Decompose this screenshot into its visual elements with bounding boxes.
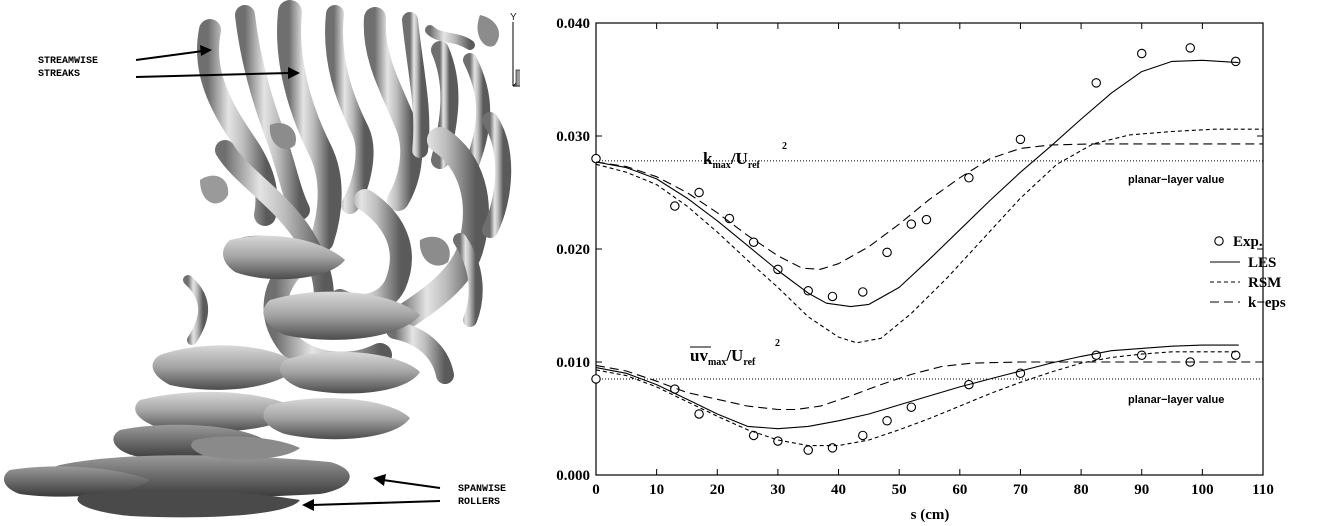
chart-series <box>591 43 1263 455</box>
streamwise-label-line2: STREAKS <box>38 69 80 80</box>
k-max-k-eps-line <box>595 143 1263 270</box>
x-tick-label-0: 0 <box>592 482 600 498</box>
uv-max-exp-point-6 <box>827 443 838 453</box>
uv-label-sup: 2 <box>775 338 780 349</box>
k-label-sub-ref: ref <box>748 160 761 171</box>
k-max-exp-point-0 <box>591 153 601 164</box>
uv-max-exp-point-9 <box>906 402 917 412</box>
legend-label-keps: k−eps <box>1248 295 1286 311</box>
uv-max-k-eps-line <box>595 361 1263 411</box>
streamwise-arrow-upper <box>135 50 204 61</box>
legend-label-rsm: RSM <box>1248 275 1281 291</box>
x-tick-label-10: 100 <box>1191 482 1214 498</box>
uv-label-slash-u: /U <box>725 346 743 365</box>
k-max-exp-point-14 <box>1091 78 1102 88</box>
uv-max-exp-point-5 <box>803 445 813 455</box>
x-tick-label-8: 80 <box>1074 482 1089 498</box>
k-max-exp-point-13 <box>1015 134 1026 145</box>
k-max-exp-point-15 <box>1136 48 1147 59</box>
k-max-exp-point-1 <box>670 201 680 211</box>
k-max-rsm-line <box>595 128 1263 344</box>
uv-planar-text: planar−layer value <box>1128 394 1224 406</box>
uv-max-exp-point-4 <box>773 436 783 446</box>
k-label-sub-max: max <box>712 160 730 171</box>
streamwise-arrow-lower <box>135 72 291 78</box>
k-max-exp-point-2 <box>694 187 704 198</box>
uv-max-les-line <box>595 344 1239 430</box>
uv-label-sub-ref: ref <box>743 357 756 368</box>
streamwise-label-line1: STREAMWISE <box>38 56 98 67</box>
spanwise-rollers-annotation: SPANWISE ROLLERS <box>302 474 506 511</box>
y-tick-label-0: 0.000 <box>556 468 590 484</box>
uv-label-main: uv <box>690 346 708 365</box>
isosurface-visualization: Y Z X STREAMWISE STREAKS SPANWISE ROLLER… <box>4 0 520 518</box>
x-tick-label-4: 40 <box>831 482 846 498</box>
spanwise-label-line1: SPANWISE <box>458 484 506 495</box>
k-max-exp-point-4 <box>748 237 759 247</box>
spanwise-rollers-surface <box>4 235 420 518</box>
legend-entry-les: LES <box>1210 255 1276 271</box>
x-tick-label-11: 110 <box>1252 482 1274 498</box>
uv-max-exp-point-8 <box>882 416 892 426</box>
legend-entry-rsm: RSM <box>1210 275 1281 291</box>
uv-label-sub-max: max <box>708 357 726 368</box>
uv-max-exp-point-13 <box>1136 350 1147 360</box>
group-uv-max <box>591 344 1263 455</box>
legend-label-exp: Exp. <box>1233 234 1263 250</box>
uv-max-exp-point-0 <box>591 374 601 384</box>
axis-ticks: 0 10 20 30 40 50 60 70 80 90 100 110 0.000 0.010 0.020… <box>556 16 1274 498</box>
x-axis-label: s (cm) <box>911 507 950 523</box>
x-tick-label-2: 20 <box>710 482 725 498</box>
k-max-les-line <box>595 59 1239 308</box>
k-label-slash-u: /U <box>730 149 748 168</box>
k-label-sup: 2 <box>782 141 787 152</box>
coordinate-axes-icon: Y Z X <box>510 12 520 87</box>
k-max-exp-point-7 <box>827 291 838 302</box>
x-tick-label-9: 90 <box>1134 482 1149 498</box>
axis-y-label: Y <box>510 12 517 23</box>
spanwise-label-line2: ROLLERS <box>458 497 500 508</box>
x-tick-label-1: 10 <box>649 482 664 498</box>
uv-max-exp-point-7 <box>858 430 868 441</box>
x-tick-label-5: 50 <box>892 482 907 498</box>
uv-max-annotation: uvmax/Uref 2 planar−layer value <box>690 338 1224 406</box>
k-planar-text: planar−layer value <box>1128 174 1224 186</box>
legend-entry-exp: Exp. <box>1214 234 1263 250</box>
y-tick-label-3: 0.030 <box>556 129 590 145</box>
uv-max-exp-point-2 <box>694 409 704 419</box>
y-tick-label-2: 0.020 <box>556 242 590 258</box>
x-tick-label-7: 70 <box>1013 482 1028 498</box>
plot-frame <box>595 22 1264 476</box>
legend: Exp. LES RSM k−eps <box>1210 234 1286 311</box>
spanwise-arrow-upper <box>382 479 441 489</box>
reference-lines <box>596 160 1263 380</box>
legend-marker-exp <box>1214 236 1224 246</box>
k-max-exp-point-12 <box>964 173 974 183</box>
k-max-exp-point-11 <box>921 214 932 225</box>
k-max-exp-point-6 <box>803 286 813 296</box>
streamwise-streaks-annotation: STREAMWISE STREAKS <box>38 45 300 80</box>
k-max-exp-point-10 <box>906 219 917 229</box>
x-tick-label-3: 30 <box>770 482 785 498</box>
group-k-max <box>591 43 1263 344</box>
x-tick-label-6: 60 <box>952 482 967 498</box>
k-label-main: k <box>703 149 713 168</box>
uv-max-exp-point-3 <box>748 430 759 441</box>
legend-entry-keps: k−eps <box>1210 295 1286 311</box>
y-tick-label-4: 0.040 <box>556 16 590 32</box>
k-max-exp-point-9 <box>882 247 892 258</box>
k-max-exp-point-16 <box>1185 43 1195 53</box>
turbulence-chart: 0 10 20 30 40 50 60 70 80 90 100 110 0.000 0.010 0.020… <box>556 16 1286 523</box>
uv-max-exp-point-12 <box>1091 350 1102 360</box>
y-tick-label-1: 0.010 <box>556 355 590 371</box>
uv-max-exp-point-15 <box>1230 350 1241 360</box>
k-max-exp-point-8 <box>858 287 868 297</box>
svg-text:kmax/Uref: kmax/Uref <box>703 149 761 171</box>
spanwise-arrow-lower <box>311 500 441 506</box>
legend-label-les: LES <box>1248 255 1276 271</box>
k-max-exp-point-17 <box>1230 56 1241 67</box>
uv-max-rsm-line <box>595 351 1239 447</box>
k-max-annotation: kmax/Uref 2 planar−layer value <box>703 141 1224 186</box>
svg-text:uvmax/Uref: uvmax/Uref <box>690 346 756 368</box>
